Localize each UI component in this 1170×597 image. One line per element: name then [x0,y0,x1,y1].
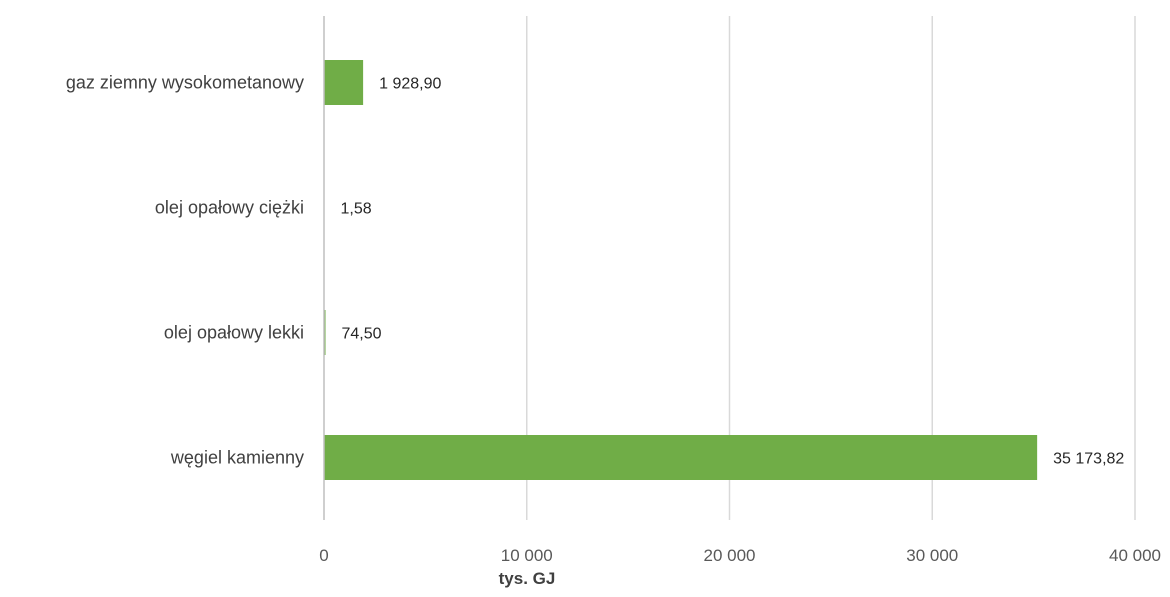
x-tick-label: 30 000 [906,546,958,565]
data-label: 35 173,82 [1053,451,1124,468]
category-label: węgiel kamienny [170,448,304,468]
category-label: gaz ziemny wysokometanowy [66,73,304,93]
bars [324,60,1038,480]
data-label: 1,58 [341,201,372,218]
category-label: olej opałowy lekki [164,323,304,343]
data-label: 74,50 [342,326,382,343]
x-tick-label: 40 000 [1109,546,1161,565]
x-tick-label: 20 000 [704,546,756,565]
data-label: 1 928,90 [379,76,441,93]
bar [324,310,326,355]
bar [324,435,1038,480]
x-axis-title: tys. GJ [499,569,556,588]
labels: 0 10 000 20 000 30 000 40 000 gaz ziemny wyso… [66,73,1161,566]
category-label: olej opałowy ciężki [155,198,304,218]
x-tick-label: 10 000 [501,546,553,565]
bar [324,60,364,105]
x-tick-label: 0 [319,546,328,565]
